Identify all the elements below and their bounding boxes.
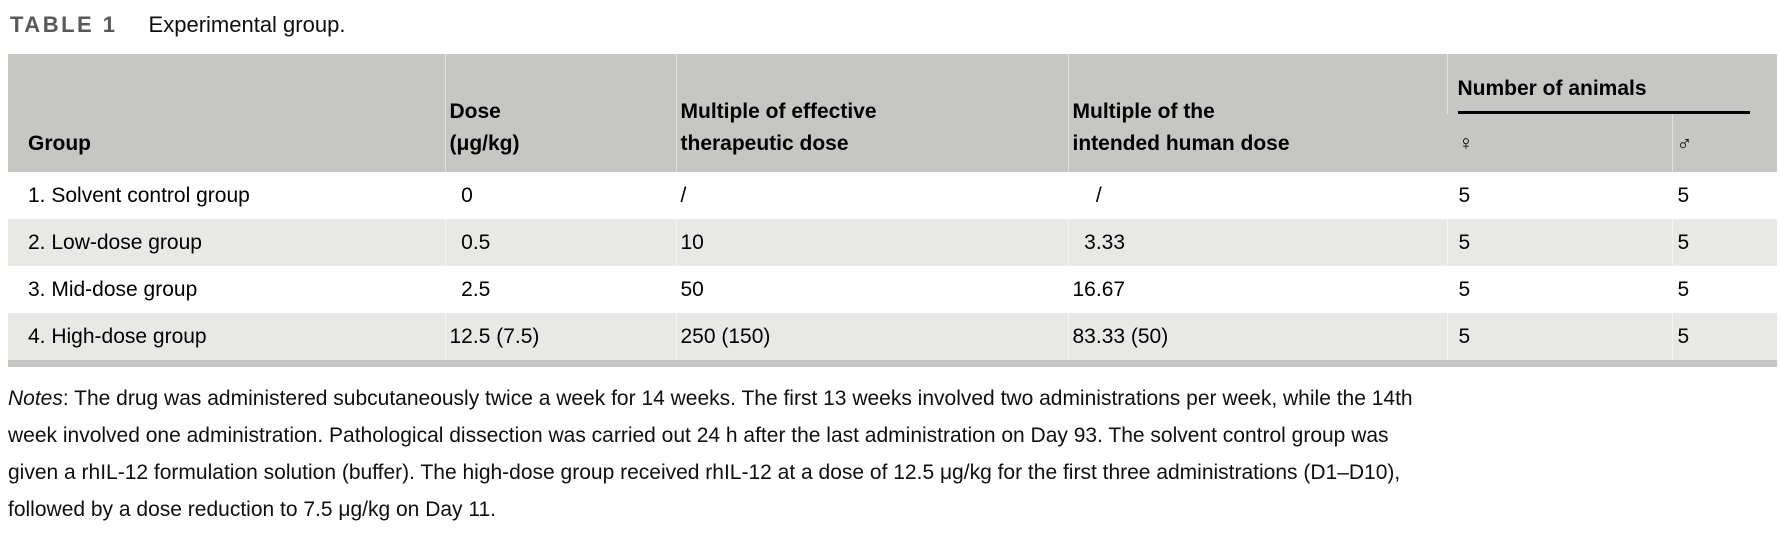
cell-effective: 10 (675, 219, 1068, 266)
integer-part: 0 (461, 230, 473, 254)
notes-label: Notes (8, 387, 63, 410)
table-row: 2. Low-dose group 0.5 10 3.33 5 5 (8, 219, 1778, 266)
table-body: 1. Solvent control group 0//5 5 2. Low-dose… (8, 172, 1778, 360)
table-title: TABLE 1 Experimental group. (10, 12, 1780, 38)
cell-male: 5 (1671, 313, 1778, 360)
cell-effective: 50 (675, 266, 1068, 313)
fraction-part: .5 (7.5) (472, 324, 540, 348)
cell-effective: 250 (150) (675, 313, 1068, 360)
table-row: 1. Solvent control group 0 / / 5 5 (8, 172, 1778, 219)
cell-human: 83.33 (50) (1067, 313, 1447, 360)
integer-part: 3 (1084, 230, 1096, 254)
cell-dose: 0.5 (444, 219, 676, 266)
integer-part: 12 (449, 324, 473, 348)
header-row-sex: ♀ ♂ (8, 114, 1778, 172)
table-row: 4. High-dose group 12.5 (7.5) 250 (150) 83.… (8, 313, 1778, 360)
col-header-group: Group (8, 54, 445, 172)
cell-dose: 12.5 (7.5) (444, 313, 676, 360)
cell-dose: 2.5 (444, 266, 676, 313)
header-row-top: Group Dose (μg/kg) Multiple of effective… (8, 54, 1778, 172)
notes-line: given a rhIL-12 formulation solution (bu… (8, 461, 1401, 484)
female-symbol: ♀ (1447, 114, 1672, 172)
fraction-part: .33 (1095, 230, 1126, 254)
cell-male: 5 (1671, 172, 1778, 219)
cell-male: 5 (1671, 266, 1778, 313)
cell-human: / (1067, 172, 1447, 219)
table-caption: Experimental group. (148, 12, 346, 37)
fraction-part: .5 (472, 277, 491, 301)
col-header-dose: Dose (μg/kg) (444, 54, 676, 172)
notes-separator: : (62, 387, 75, 410)
cell-female: 5 (1446, 313, 1672, 360)
col-header-effective-dose: Multiple of effective therapeutic dose (675, 54, 1068, 172)
integer-part: 83 (1072, 324, 1096, 348)
col-header-human-dose: Multiple of the intended human dose (1067, 54, 1447, 172)
col-header-number-of-animals: Number of animals (1446, 54, 1778, 114)
cell-male: 5 (1671, 219, 1778, 266)
cell-female: 5 (1446, 172, 1672, 219)
cell-dose: 0 (444, 172, 676, 219)
table-header: Group Dose (μg/kg) Multiple of effective… (8, 54, 1778, 172)
table-bottom-border (8, 360, 1777, 367)
fraction-part: / (1095, 183, 1102, 207)
cell-female: 5 (1446, 219, 1672, 266)
cell-group: 3. Mid-dose group (8, 266, 445, 313)
male-symbol: ♂ (1671, 114, 1778, 172)
integer-part: 16 (1072, 277, 1096, 301)
cell-group: 1. Solvent control group (8, 172, 445, 219)
fraction-part: .5 (472, 230, 491, 254)
experimental-group-table: Group Dose (μg/kg) Multiple of effective… (8, 54, 1778, 360)
cell-group: 4. High-dose group (8, 313, 445, 360)
cell-female: 5 (1446, 266, 1672, 313)
integer-part: 0 (461, 183, 473, 207)
cell-human: 3.33 (1067, 219, 1447, 266)
notes-line: Notes: The drug was administered subcuta… (8, 387, 1413, 410)
notes-line: week involved one administration. Pathol… (8, 424, 1389, 447)
fraction-part: .33 (50) (1095, 324, 1169, 348)
cell-group: 2. Low-dose group (8, 219, 445, 266)
integer-part: 2 (461, 277, 473, 301)
notes-line: followed by a dose reduction to 7.5 μg/k… (8, 498, 497, 521)
table-row: 3. Mid-dose group 2.5 50 16.67 5 5 (8, 266, 1778, 313)
cell-human: 16.67 (1067, 266, 1447, 313)
table-notes: Notes: The drug was administered subcuta… (8, 380, 1770, 528)
table-number-label: TABLE 1 (10, 12, 118, 37)
cell-effective: / (675, 172, 1068, 219)
fraction-part: .67 (1095, 277, 1126, 301)
